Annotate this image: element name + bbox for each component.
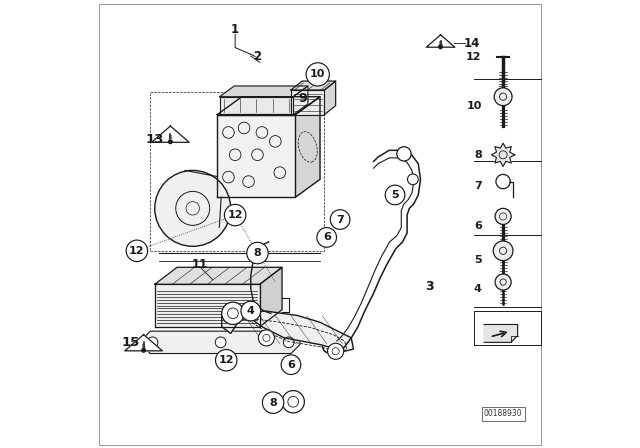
- Polygon shape: [291, 90, 324, 115]
- Text: 12: 12: [466, 52, 482, 61]
- Polygon shape: [291, 81, 335, 90]
- Circle shape: [317, 228, 337, 247]
- Circle shape: [142, 349, 145, 352]
- Circle shape: [155, 170, 230, 246]
- Circle shape: [284, 337, 294, 348]
- Polygon shape: [217, 115, 296, 197]
- Text: 6: 6: [323, 233, 331, 242]
- Polygon shape: [260, 267, 282, 327]
- Text: 9: 9: [299, 92, 307, 105]
- Text: 00188930: 00188930: [484, 409, 522, 418]
- Text: 8: 8: [474, 150, 482, 160]
- Text: R: R: [141, 344, 145, 349]
- Circle shape: [495, 208, 511, 224]
- Text: 12: 12: [227, 210, 243, 220]
- Text: 6: 6: [287, 360, 295, 370]
- Text: 7: 7: [336, 215, 344, 224]
- Circle shape: [328, 343, 344, 359]
- Circle shape: [262, 392, 284, 414]
- Text: 1: 1: [231, 23, 239, 36]
- Polygon shape: [220, 97, 293, 115]
- Circle shape: [215, 337, 226, 348]
- Text: 10: 10: [467, 101, 482, 111]
- Circle shape: [221, 302, 244, 324]
- Text: R: R: [168, 135, 172, 140]
- Circle shape: [439, 45, 442, 49]
- Text: 13: 13: [145, 133, 164, 146]
- Text: 2: 2: [253, 50, 262, 63]
- Circle shape: [216, 349, 237, 371]
- Text: 5: 5: [474, 255, 482, 265]
- Circle shape: [168, 140, 172, 143]
- Text: 4: 4: [247, 306, 255, 316]
- Circle shape: [126, 240, 148, 262]
- Circle shape: [306, 63, 330, 86]
- Text: 10: 10: [310, 69, 326, 79]
- Text: 7: 7: [474, 181, 482, 191]
- Polygon shape: [217, 97, 320, 115]
- Circle shape: [147, 337, 158, 348]
- Circle shape: [495, 274, 511, 290]
- Circle shape: [397, 147, 411, 161]
- Polygon shape: [484, 324, 518, 342]
- Text: 6: 6: [474, 221, 482, 231]
- Circle shape: [241, 301, 260, 321]
- Polygon shape: [426, 35, 455, 47]
- Circle shape: [385, 185, 405, 205]
- Text: 15: 15: [121, 336, 140, 349]
- Text: 12: 12: [218, 355, 234, 365]
- Text: 3: 3: [425, 280, 434, 293]
- Text: 5: 5: [391, 190, 399, 200]
- Circle shape: [259, 330, 275, 346]
- Circle shape: [494, 88, 512, 106]
- Polygon shape: [492, 143, 515, 166]
- Text: 11: 11: [191, 258, 207, 271]
- Circle shape: [408, 174, 419, 185]
- Polygon shape: [220, 86, 308, 97]
- Circle shape: [493, 241, 513, 261]
- Polygon shape: [155, 267, 282, 284]
- Polygon shape: [293, 86, 308, 115]
- Text: 12: 12: [129, 246, 145, 256]
- Polygon shape: [221, 311, 353, 351]
- Text: 8: 8: [269, 398, 277, 408]
- Text: R: R: [438, 41, 442, 46]
- Circle shape: [282, 391, 305, 413]
- Polygon shape: [296, 97, 320, 197]
- Polygon shape: [141, 331, 300, 353]
- Polygon shape: [152, 126, 189, 142]
- Circle shape: [281, 355, 301, 375]
- Circle shape: [247, 242, 268, 264]
- Polygon shape: [155, 284, 260, 327]
- Text: 8: 8: [253, 248, 261, 258]
- Polygon shape: [324, 81, 335, 115]
- Text: 14: 14: [463, 37, 480, 50]
- Text: 4: 4: [474, 284, 482, 294]
- Circle shape: [330, 210, 350, 229]
- Circle shape: [225, 204, 246, 226]
- Polygon shape: [125, 335, 163, 351]
